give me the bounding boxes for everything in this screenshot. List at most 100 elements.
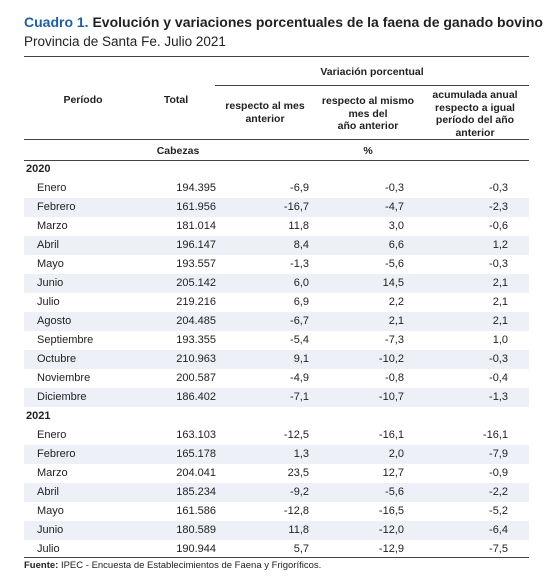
- cell-total: 204.041: [176, 467, 216, 479]
- cell-var-mes: -6,7: [290, 315, 309, 327]
- cell-var-mes: 6,9: [293, 296, 309, 308]
- table-row: Julio 190.944 5,7 -12,9 -7,5: [24, 540, 529, 559]
- cell-periodo: Abril: [37, 486, 60, 498]
- cell-var-acum: 2,1: [492, 277, 508, 289]
- unit-total: Cabezas: [156, 145, 200, 157]
- cell-var-mes: -6,9: [290, 182, 309, 194]
- cell-total: 200.587: [176, 372, 216, 384]
- cell-var-anio: -16,5: [378, 505, 404, 517]
- source-label: Fuente:: [24, 560, 59, 571]
- year-label: 2020: [26, 163, 51, 175]
- cell-var-mes: -12,8: [283, 505, 309, 517]
- header-col-mes-line: anterior: [245, 112, 285, 125]
- cell-var-anio: 2,0: [388, 448, 404, 460]
- header-col-acum-line: acumulada anual: [432, 89, 518, 101]
- header-col-anio: respecto al mismo mes del año anterior: [313, 95, 423, 133]
- table-row: Octubre 210.963 9,1 -10,2 -0,3: [24, 350, 529, 369]
- cell-total: 181.014: [176, 220, 216, 232]
- table-row: Febrero 165.178 1,3 2,0 -7,9: [24, 445, 529, 464]
- cell-periodo: Agosto: [37, 315, 72, 327]
- cell-total: 161.586: [176, 505, 216, 517]
- cell-var-anio: -0,3: [385, 182, 404, 194]
- table-subtitle: Provincia de Santa Fe. Julio 2021: [24, 34, 226, 49]
- cell-total: 180.589: [176, 524, 216, 536]
- cell-var-anio: -7,3: [385, 334, 404, 346]
- header-col-anio-line: respecto al mismo: [321, 95, 415, 107]
- cell-periodo: Mayo: [37, 505, 64, 517]
- cell-var-anio: -4,7: [385, 201, 404, 213]
- cell-var-mes: -16,7: [283, 201, 309, 213]
- cell-var-acum: -0,4: [489, 372, 508, 384]
- cell-total: 161.956: [176, 201, 216, 213]
- cell-total: 165.178: [176, 448, 216, 460]
- cell-var-acum: -0,6: [489, 220, 508, 232]
- cell-total: 219.216: [176, 296, 216, 308]
- table-row: Junio 180.589 11,8 -12,0 -6,4: [24, 521, 529, 540]
- cell-periodo: Julio: [37, 296, 60, 308]
- cell-var-mes: -9,2: [290, 486, 309, 498]
- header-col-mes: respecto al mes anterior: [215, 100, 315, 125]
- cell-total: 196.147: [176, 239, 216, 251]
- cell-var-acum: -7,5: [489, 543, 508, 555]
- cell-periodo: Febrero: [37, 201, 76, 213]
- cell-var-acum: -0,3: [489, 182, 508, 194]
- cell-var-anio: -5,6: [385, 486, 404, 498]
- cell-var-mes: -4,9: [290, 372, 309, 384]
- cell-var-acum: 2,1: [492, 315, 508, 327]
- cell-var-anio: 2,2: [388, 296, 404, 308]
- cell-var-anio: 12,7: [382, 467, 404, 479]
- table-row: Julio 219.216 6,9 2,2 2,1: [24, 293, 529, 312]
- cell-total: 204.485: [176, 315, 216, 327]
- table-row: Noviembre 200.587 -4,9 -0,8 -0,4: [24, 369, 529, 388]
- cell-total: 210.963: [176, 353, 216, 365]
- table-number: Cuadro 1.: [24, 14, 89, 30]
- table-row: Diciembre 186.402 -7,1 -10,7 -1,3: [24, 388, 529, 407]
- cell-total: 186.402: [176, 391, 216, 403]
- cell-periodo: Julio: [37, 543, 60, 555]
- cell-total: 185.234: [176, 486, 216, 498]
- table-row: Agosto 204.485 -6,7 2,1 2,1: [24, 312, 529, 331]
- cell-var-mes: 11,8: [288, 220, 309, 232]
- cell-var-anio: -10,2: [378, 353, 404, 365]
- cell-var-anio: 3,0: [388, 220, 404, 232]
- cell-total: 193.557: [176, 258, 216, 270]
- cell-var-mes: -7,1: [290, 391, 309, 403]
- variacion-rule: [215, 85, 529, 86]
- cell-var-mes: -1,3: [290, 258, 309, 270]
- cell-var-mes: 1,3: [293, 448, 309, 460]
- cell-periodo: Septiembre: [37, 334, 94, 346]
- year-label: 2021: [26, 410, 51, 422]
- cell-periodo: Noviembre: [37, 372, 91, 384]
- cell-var-mes: 23,5: [287, 467, 309, 479]
- header-col-acum-line: respecto a igual: [435, 101, 515, 114]
- table-row: Mayo 193.557 -1,3 -5,6 -0,3: [24, 255, 529, 274]
- cell-var-acum: -6,4: [489, 524, 508, 536]
- cell-var-mes: 9,1: [293, 353, 309, 365]
- cell-var-anio: -12,9: [378, 543, 404, 555]
- cell-var-mes: -12,5: [283, 429, 309, 441]
- header-col-anio-line: mes del: [348, 107, 388, 120]
- cell-periodo: Abril: [37, 239, 60, 251]
- cell-periodo: Junio: [37, 277, 64, 289]
- cell-periodo: Mayo: [37, 258, 64, 270]
- table-row: Abril 196.147 8,4 6,6 1,2: [24, 236, 529, 255]
- unit-pct: %: [363, 145, 373, 157]
- table-row: Junio 205.142 6,0 14,5 2,1: [24, 274, 529, 293]
- cell-var-acum: -2,3: [489, 201, 508, 213]
- table-row: Enero 163.103 -12,5 -16,1 -16,1: [24, 426, 529, 445]
- cell-total: 190.944: [176, 543, 216, 555]
- cell-var-acum: -7,9: [489, 448, 508, 460]
- cell-var-anio: -5,6: [385, 258, 404, 270]
- header-periodo: Período: [63, 94, 103, 106]
- cell-var-anio: 14,5: [382, 277, 404, 289]
- cell-var-anio: 2,1: [388, 315, 404, 327]
- bottom-rule: [24, 557, 529, 558]
- table-row: Marzo 181.014 11,8 3,0 -0,6: [24, 217, 529, 236]
- cell-var-acum: -0,9: [489, 467, 508, 479]
- cell-var-acum: 1,0: [492, 334, 508, 346]
- cell-total: 193.355: [176, 334, 216, 346]
- cell-periodo: Junio: [37, 524, 64, 536]
- cell-var-acum: -0,3: [489, 258, 508, 270]
- table-row: Febrero 161.956 -16,7 -4,7 -2,3: [24, 198, 529, 217]
- cell-var-acum: 2,1: [492, 296, 508, 308]
